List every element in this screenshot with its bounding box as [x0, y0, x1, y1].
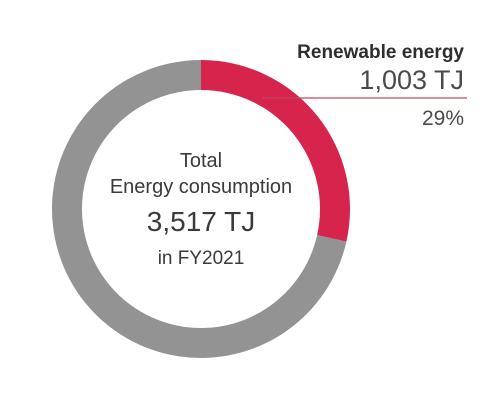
- callout-percent-label: 29%: [422, 107, 464, 130]
- center-total-value: 3,517 TJ: [147, 206, 255, 237]
- callout-series-label: Renewable energy: [297, 42, 464, 63]
- center-title-line2: Energy consumption: [110, 176, 292, 198]
- callout-value-label: 1,003 TJ: [359, 65, 464, 95]
- slice-renewable-energy: [201, 60, 350, 242]
- center-title-line1: Total: [180, 150, 222, 172]
- donut-slices: [51, 60, 350, 359]
- center-period-label: in FY2021: [158, 248, 245, 269]
